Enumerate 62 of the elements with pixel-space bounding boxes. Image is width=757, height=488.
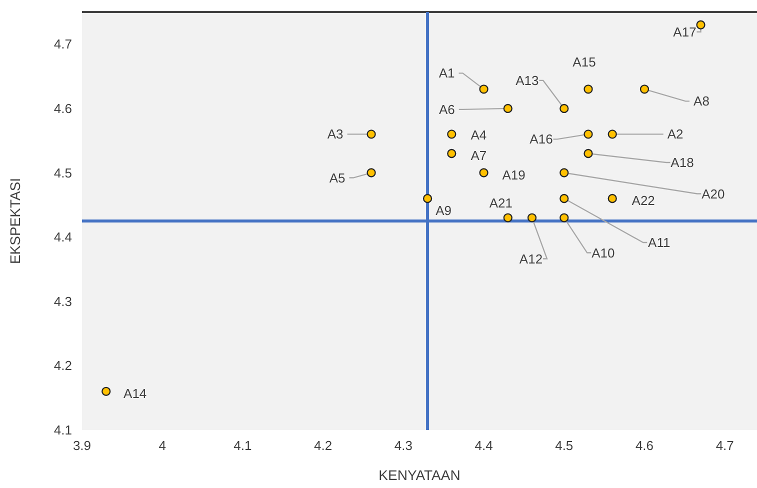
y-tick-label: 4.6 (54, 101, 72, 116)
x-tick-label: 4.6 (635, 438, 654, 453)
y-tick-label: 4.1 (54, 422, 72, 438)
point (366, 130, 376, 139)
data-label: A13 (516, 73, 539, 88)
data-label: A5 (329, 170, 346, 186)
data-label: A20 (702, 186, 725, 202)
data-label: A1 (438, 66, 455, 81)
data-label: A6 (438, 102, 455, 118)
point (479, 84, 488, 94)
data-label: A14 (124, 386, 147, 401)
y-tick-label: 4.4 (54, 230, 72, 245)
y-tick-label: 4.2 (54, 358, 72, 374)
point (560, 104, 569, 114)
data-label: A17 (673, 24, 696, 40)
x-tick-label: 4 (158, 438, 166, 453)
point (102, 386, 111, 396)
data-label: A19 (502, 167, 526, 182)
x-tick-label: 4.1 (234, 438, 252, 453)
y-tick-label: 4.5 (54, 165, 72, 180)
point (503, 104, 512, 114)
x-tick-label: 3.9 (72, 438, 92, 453)
point (479, 168, 488, 178)
data-label: A21 (489, 195, 512, 210)
data-label: A10 (592, 245, 615, 260)
x-tick-label: 4.2 (314, 438, 332, 453)
point (503, 213, 512, 222)
data-label: A18 (670, 155, 694, 170)
data-label: A2 (667, 126, 684, 142)
data-label: A8 (694, 94, 710, 109)
point (447, 130, 456, 139)
point (422, 194, 432, 204)
x-tick-label: 4.4 (474, 438, 493, 453)
data-label: A9 (436, 203, 452, 218)
point (527, 213, 537, 222)
point (560, 213, 569, 222)
data-label: A12 (519, 251, 543, 266)
data-label: A15 (572, 54, 596, 70)
y-axis-title: EKSPEKTASI (7, 178, 23, 264)
x-tick-label: 4.7 (716, 438, 734, 453)
point (696, 20, 706, 30)
point (640, 84, 650, 94)
data-label: A4 (470, 128, 487, 143)
point (584, 84, 593, 94)
x-tick-label: 4.5 (555, 438, 574, 453)
y-tick-label: 4.3 (54, 294, 72, 309)
point (560, 168, 569, 178)
point (366, 168, 376, 178)
point (584, 148, 593, 158)
point (608, 130, 617, 139)
point (447, 148, 456, 158)
data-label: A11 (648, 235, 670, 250)
data-label: A3 (327, 126, 344, 142)
x-tick-label: 4.3 (394, 438, 412, 453)
point (560, 194, 569, 204)
point (584, 130, 593, 139)
data-label: A22 (632, 193, 655, 208)
x-axis-title: KENYATAAN (378, 467, 460, 483)
y-tick-label: 4.7 (54, 36, 72, 52)
point (608, 194, 617, 204)
data-label: A16 (530, 132, 553, 147)
data-label: A7 (470, 148, 487, 164)
